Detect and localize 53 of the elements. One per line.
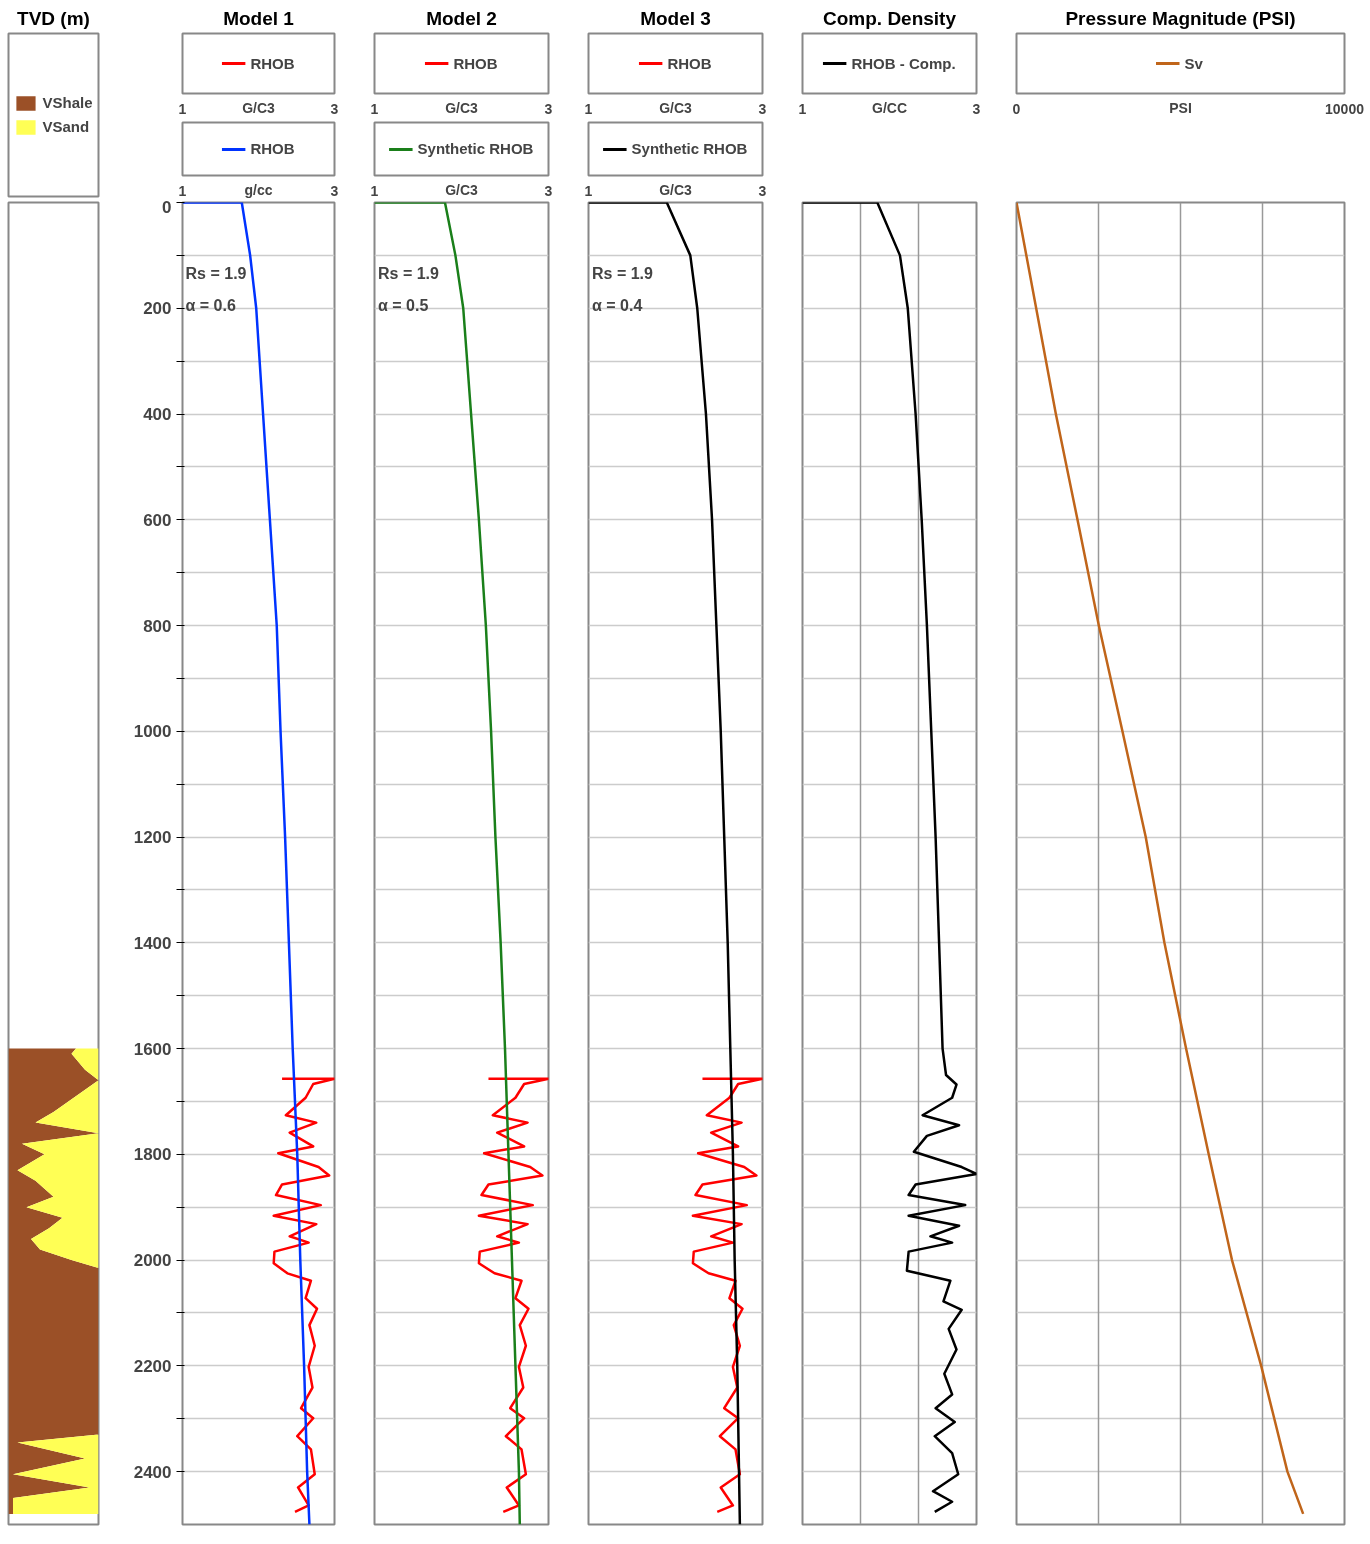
y-tick-label: 1600 — [133, 1039, 172, 1059]
x-axis-title: G/C3 — [242, 99, 276, 116]
y-tick-label: 1200 — [133, 828, 172, 848]
legend-label: Synthetic RHOB — [631, 140, 748, 157]
legend-label: VShale — [42, 94, 93, 111]
y-tick-label: 2200 — [133, 1356, 172, 1376]
x-tick-label: 3 — [330, 182, 339, 199]
y-tick-label: 0 — [162, 197, 172, 217]
y-tick-label: 2400 — [133, 1462, 172, 1482]
chart-title: Model 2 — [426, 7, 497, 29]
chart-title: Pressure Magnitude (PSI) — [1065, 7, 1296, 29]
x-tick-label: 3 — [544, 182, 553, 199]
y-tick-label: 400 — [143, 405, 172, 425]
legend-label: Sv — [1184, 54, 1204, 72]
legend-label: VSand — [42, 118, 90, 135]
y-tick-label: 200 — [143, 299, 172, 319]
x-axis-title: G/CC — [872, 99, 907, 116]
chart-title: TVD (m) — [17, 7, 90, 29]
legend-label: RHOB — [250, 54, 295, 72]
x-tick-label: 1 — [178, 182, 187, 199]
y-tick-label: 2000 — [133, 1251, 172, 1271]
y-tick-label: 600 — [143, 510, 172, 530]
x-tick-label: 10000 — [1325, 100, 1365, 117]
x-tick-label: 3 — [972, 100, 981, 117]
legend-label: RHOB — [453, 54, 498, 72]
annotation: Rs = 1.9 — [591, 264, 654, 282]
x-tick-label: 1 — [370, 182, 379, 199]
annotation: Rs = 1.9 — [377, 264, 440, 282]
x-axis-title: G/C3 — [445, 99, 479, 116]
x-tick-label: 1 — [798, 100, 807, 117]
legend-label: RHOB - Comp. — [851, 54, 956, 72]
annotation: α = 0.6 — [185, 296, 236, 314]
annotation: α = 0.4 — [591, 296, 643, 314]
x-axis-title: PSI — [1169, 99, 1192, 116]
x2-axis-title: g/cc — [244, 181, 273, 198]
y-tick-label: 1400 — [133, 933, 172, 953]
legend-label: RHOB — [250, 140, 295, 157]
annotation: Rs = 1.9 — [185, 264, 247, 282]
legend-label: Synthetic RHOB — [417, 140, 534, 157]
annotation: α = 0.5 — [377, 296, 429, 314]
legend-label: RHOB — [667, 54, 712, 72]
y-tick-label: 1000 — [133, 722, 172, 742]
x-tick-label: 1 — [584, 182, 593, 199]
x-tick-label: 3 — [758, 182, 767, 199]
x-tick-label: 0 — [1012, 100, 1021, 117]
y-tick-label: 1800 — [133, 1145, 172, 1165]
chart-title: Model 1 — [223, 7, 295, 29]
x-axis-title: G/C3 — [659, 99, 693, 116]
chart-title: Model 3 — [640, 7, 711, 29]
x2-axis-title: G/C3 — [445, 181, 479, 198]
x2-axis-title: G/C3 — [659, 181, 693, 198]
y-tick-label: 800 — [143, 616, 172, 636]
chart-title: Comp. Density — [822, 7, 957, 29]
